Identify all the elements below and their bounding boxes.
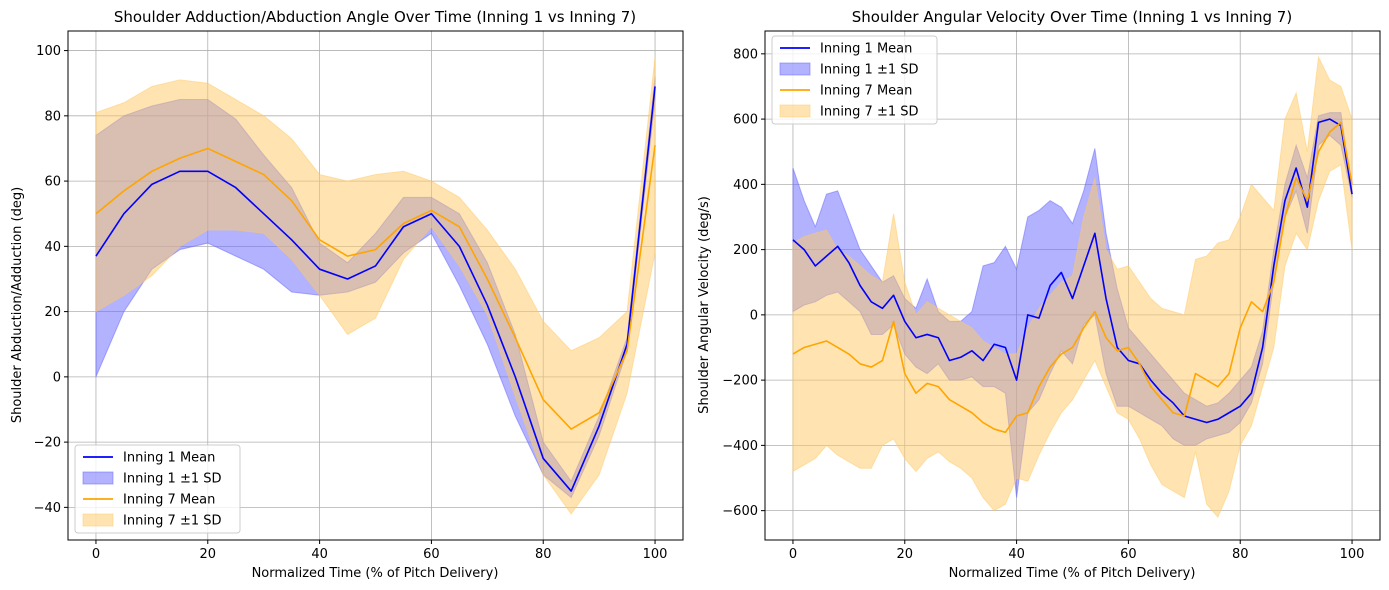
left-x-axis-label: Normalized Time (% of Pitch Delivery) xyxy=(252,566,499,581)
left-inning-7-pm1-sd-band xyxy=(95,57,656,515)
left-x-tick-label: 20 xyxy=(199,547,216,562)
right-plot-area xyxy=(792,55,1353,519)
right-y-tick-label: 800 xyxy=(733,47,758,62)
right-y-tick-label: 0 xyxy=(750,308,758,323)
right-y-tick-label: 600 xyxy=(733,113,758,128)
right-chart-panel: Shoulder Angular Velocity Over Time (Inn… xyxy=(697,8,1381,581)
left-y-tick-label: 0 xyxy=(53,370,61,385)
left-legend-label-inning-1-mean: Inning 1 Mean xyxy=(123,451,215,466)
right-y-tick-label: 200 xyxy=(733,243,758,258)
right-x-tick-label: 60 xyxy=(1120,547,1137,562)
left-legend-label-inning-7-pm1-sd: Inning 7 ±1 SD xyxy=(123,514,222,529)
right-x-tick-label: 0 xyxy=(789,547,797,562)
left-y-tick-label: 80 xyxy=(44,109,61,124)
right-inning-1-mean-line xyxy=(792,118,1353,424)
left-y-tick-label: 100 xyxy=(36,44,61,59)
right-y-tick-label: −400 xyxy=(722,439,758,454)
left-y-axis-label: Shoulder Abduction/Adduction (deg) xyxy=(10,187,25,423)
right-y-tick-label: 400 xyxy=(733,178,758,193)
right-x-axis-label: Normalized Time (% of Pitch Delivery) xyxy=(949,566,1196,581)
left-y-tick-label: 60 xyxy=(44,175,61,190)
left-x-tick-label: 0 xyxy=(92,547,100,562)
right-x-tick-label: 100 xyxy=(1340,547,1365,562)
left-x-tick-label: 100 xyxy=(643,547,668,562)
left-inning-1-mean-line xyxy=(95,86,656,492)
left-y-tick-label: −40 xyxy=(34,501,61,516)
left-x-tick-label: 40 xyxy=(311,547,328,562)
right-legend-label-inning-7-mean: Inning 7 Mean xyxy=(820,84,912,99)
left-legend-label-inning-7-mean: Inning 7 Mean xyxy=(123,493,215,508)
left-plot-area xyxy=(95,57,656,515)
right-inning-7-pm1-sd-band xyxy=(792,55,1353,519)
left-legend-swatch-inning-1-pm1-sd xyxy=(82,471,114,485)
right-legend-label-inning-1-pm1-sd: Inning 1 ±1 SD xyxy=(820,63,919,78)
left-legend-swatch-inning-7-pm1-sd xyxy=(82,513,114,527)
right-y-tick-label: −600 xyxy=(722,504,758,519)
right-legend-swatch-inning-1-pm1-sd xyxy=(779,62,811,76)
right-x-tick-label: 20 xyxy=(896,547,913,562)
left-axes-frame xyxy=(67,30,684,541)
left-legend-label-inning-1-pm1-sd: Inning 1 ±1 SD xyxy=(123,472,222,487)
left-chart-title: Shoulder Adduction/Abduction Angle Over … xyxy=(114,8,636,26)
left-legend-box xyxy=(74,444,241,534)
left-x-tick-label: 80 xyxy=(535,547,552,562)
left-y-tick-label: −20 xyxy=(34,436,61,451)
left-inning-7-mean-line xyxy=(95,145,656,430)
left-chart-panel: Shoulder Adduction/Abduction Angle Over … xyxy=(10,8,684,581)
left-y-tick-label: 40 xyxy=(44,240,61,255)
left-x-tick-label: 60 xyxy=(423,547,440,562)
right-x-tick-label: 40 xyxy=(1008,547,1025,562)
right-legend-label-inning-7-pm1-sd: Inning 7 ±1 SD xyxy=(820,105,919,120)
right-legend-label-inning-1-mean: Inning 1 Mean xyxy=(820,42,912,57)
right-x-tick-label: 80 xyxy=(1232,547,1249,562)
right-inning-7-mean-line xyxy=(792,121,1353,434)
left-y-tick-label: 20 xyxy=(44,305,61,320)
right-y-tick-label: −200 xyxy=(722,374,758,389)
right-legend-box xyxy=(771,35,938,125)
left-legend: Inning 1 Mean Inning 1 ±1 SD Inning 7 Mean… xyxy=(74,444,241,534)
right-y-axis-label: Shoulder Angular Velocity (deg/s) xyxy=(697,196,712,414)
right-legend-swatch-inning-7-pm1-sd xyxy=(779,104,811,118)
right-axes-frame xyxy=(764,30,1381,541)
right-chart-title: Shoulder Angular Velocity Over Time (Inn… xyxy=(852,8,1292,26)
right-legend: Inning 1 Mean Inning 1 ±1 SD Inning 7 Mean… xyxy=(771,35,938,125)
